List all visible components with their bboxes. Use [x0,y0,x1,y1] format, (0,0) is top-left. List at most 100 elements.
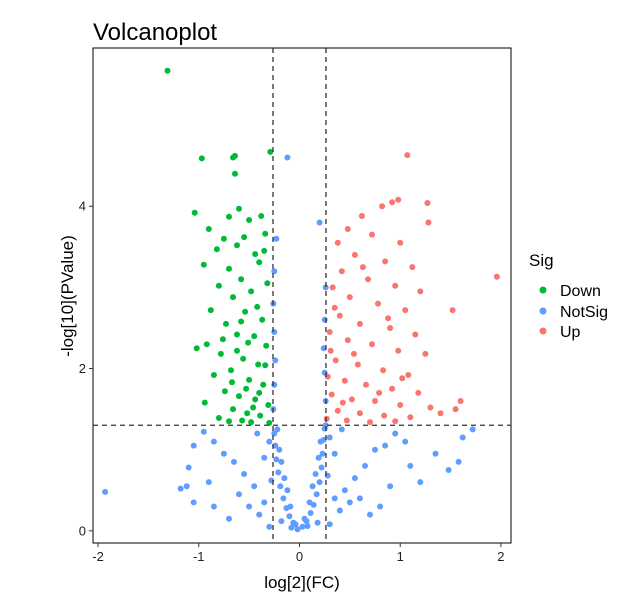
point-notsig [316,219,323,226]
point-notsig [190,442,197,449]
point-notsig [313,491,320,498]
point-up [344,337,351,344]
point-up [376,389,383,396]
point-notsig [309,483,316,490]
point-notsig [338,426,345,433]
point-down [252,251,259,258]
point-down [246,376,253,383]
point-down [239,417,246,424]
point-notsig [210,503,217,510]
threshold-lines [93,48,511,543]
point-notsig [455,458,462,465]
point-down [219,336,226,343]
point-up [407,414,414,421]
point-down [234,347,240,354]
point-up [437,410,444,417]
point-down [228,367,234,374]
legend-marker-down [539,286,547,294]
point-notsig [387,483,394,490]
point-down [230,154,236,161]
point-up [343,417,350,424]
point-up [399,375,406,382]
point-up [395,347,402,354]
point-notsig [275,469,282,476]
point-notsig [351,475,358,482]
data-points [102,67,500,533]
point-down [266,419,273,426]
point-notsig [407,462,414,469]
point-up [392,418,399,425]
point-down [236,205,242,212]
point-down [262,230,269,237]
point-down [203,341,210,348]
point-up [351,251,358,258]
point-notsig [319,450,326,457]
point-notsig [299,523,306,530]
point-up [382,258,389,265]
point-down [250,404,257,411]
point-notsig [177,485,184,492]
point-down [256,389,263,396]
point-up [417,288,424,295]
point-up [389,385,396,392]
point-notsig [272,442,279,449]
point-notsig [382,442,389,449]
legend-label-up: Up [560,324,581,341]
point-up [397,402,404,408]
point-notsig [190,499,197,506]
point-down [261,247,268,254]
point-notsig [304,523,311,529]
point-notsig [231,458,237,465]
point-notsig [276,446,283,453]
point-up [346,294,353,301]
point-notsig [185,464,192,471]
x-tick-label: -1 [193,549,205,564]
point-down [256,259,263,266]
point-notsig [183,483,190,490]
point-notsig [246,503,253,510]
x-tick-label: 0 [296,549,303,564]
point-down [259,316,266,323]
point-notsig [292,521,299,528]
point-notsig [261,499,268,506]
point-notsig [341,487,348,494]
x-tick-label: 2 [497,549,504,564]
point-down [191,209,198,216]
point-up [334,407,341,414]
point-notsig [271,268,278,275]
point-down [236,393,242,400]
point-up [425,219,432,226]
y-axis-label: -log[10](PValue) [58,235,77,357]
point-notsig [280,495,287,502]
point-notsig [331,450,338,457]
point-down [241,234,248,241]
point-notsig [316,479,323,486]
point-up [359,264,366,271]
point-down [234,242,240,249]
x-axis-label: log[2](FC) [264,573,340,592]
point-up [402,307,409,314]
point-notsig [226,515,232,522]
point-up [379,203,386,210]
point-notsig [254,430,261,437]
point-notsig [261,454,268,461]
point-up [354,361,361,368]
point-notsig [284,154,291,161]
point-notsig [266,523,273,530]
point-notsig [266,438,273,445]
point-down [244,410,251,417]
point-up [344,226,351,232]
point-up [348,396,355,403]
point-up [387,325,394,331]
point-down [251,333,258,340]
legend-title: Sig [529,251,554,270]
point-down [213,246,220,253]
point-notsig [312,471,319,477]
x-tick-label: 1 [397,549,404,564]
point-up [338,268,345,275]
point-down [262,362,269,369]
point-down [265,402,272,408]
point-up [367,419,373,426]
point-notsig [306,499,313,506]
point-up [397,239,404,246]
